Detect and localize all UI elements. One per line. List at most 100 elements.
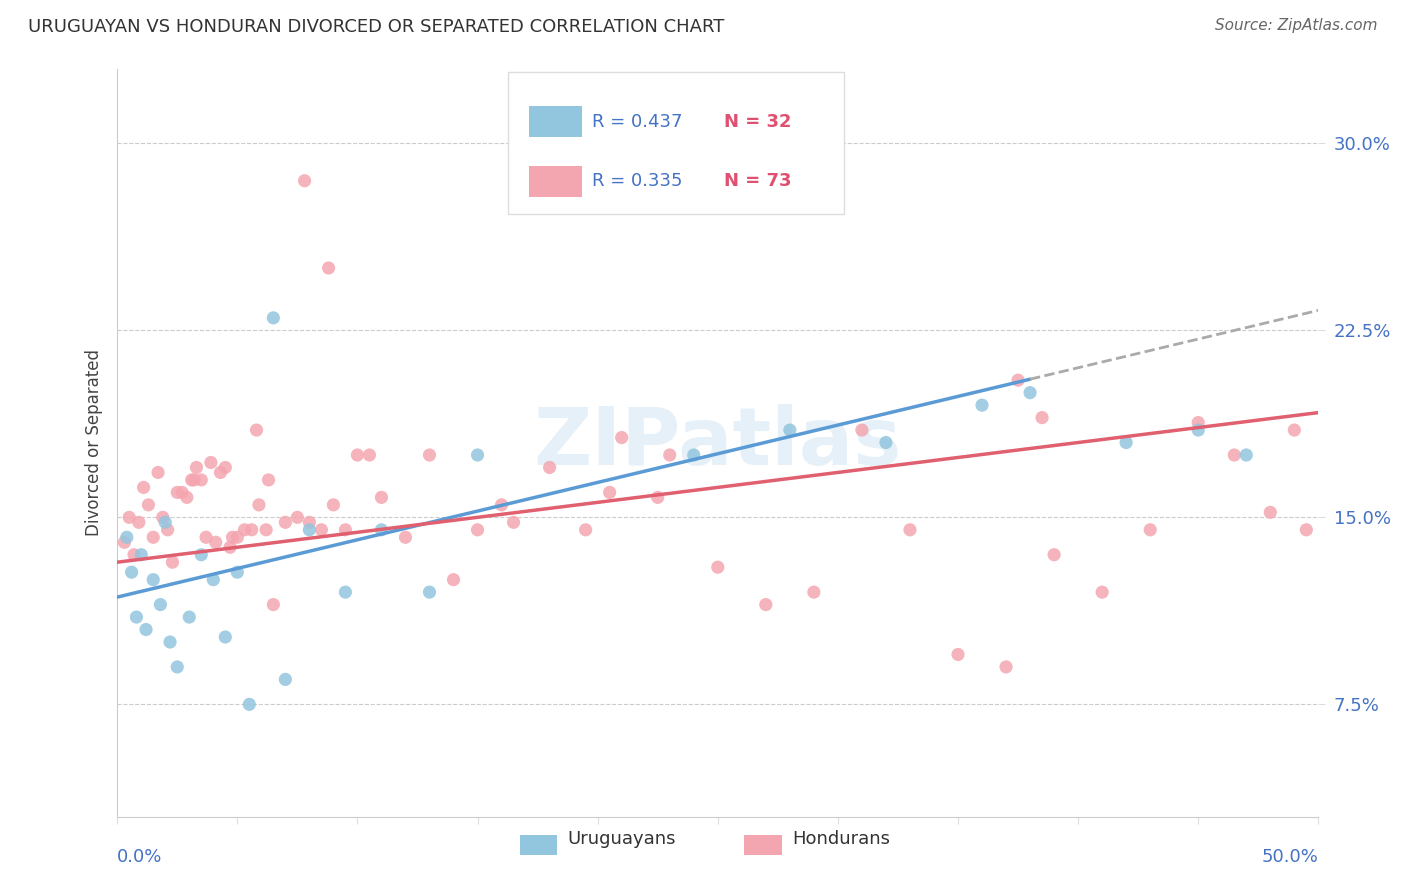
Point: [221, 530, 243, 544]
Point: [1223, 448, 1246, 462]
Point: [202, 573, 225, 587]
Text: Hondurans: Hondurans: [793, 830, 890, 847]
Text: Source: ZipAtlas.com: Source: ZipAtlas.com: [1215, 18, 1378, 33]
Point: [394, 530, 416, 544]
Point: [898, 523, 921, 537]
Point: [190, 473, 212, 487]
Point: [155, 516, 177, 530]
Point: [995, 660, 1018, 674]
Point: [142, 530, 165, 544]
Point: [190, 548, 212, 562]
Point: [233, 523, 256, 537]
Point: [755, 598, 778, 612]
Point: [298, 523, 321, 537]
Point: [179, 610, 201, 624]
Point: [204, 535, 226, 549]
Text: R = 0.437: R = 0.437: [592, 112, 682, 130]
Point: [238, 698, 260, 712]
Point: [1091, 585, 1114, 599]
Point: [1139, 523, 1161, 537]
Point: [219, 541, 242, 555]
Point: [1284, 423, 1306, 437]
Point: [779, 423, 801, 437]
Point: [226, 530, 249, 544]
Text: Uruguayans: Uruguayans: [568, 830, 676, 847]
Text: ZIPatlas: ZIPatlas: [534, 403, 901, 482]
Point: [186, 460, 208, 475]
Point: [138, 498, 160, 512]
Point: [183, 473, 205, 487]
Point: [875, 435, 897, 450]
Point: [162, 555, 184, 569]
Point: [298, 516, 321, 530]
Point: [803, 585, 825, 599]
Point: [1031, 410, 1053, 425]
Point: [658, 448, 681, 462]
Point: [112, 535, 135, 549]
Point: [122, 548, 145, 562]
Point: [247, 498, 270, 512]
Point: [538, 460, 561, 475]
Point: [226, 565, 249, 579]
Point: [491, 498, 513, 512]
Text: URUGUAYAN VS HONDURAN DIVORCED OR SEPARATED CORRELATION CHART: URUGUAYAN VS HONDURAN DIVORCED OR SEPARA…: [28, 18, 724, 36]
Point: [647, 491, 669, 505]
Point: [156, 523, 179, 537]
Point: [146, 466, 169, 480]
Point: [135, 623, 157, 637]
Y-axis label: Divorced or Separated: Divorced or Separated: [86, 349, 103, 536]
Point: [1187, 423, 1209, 437]
Point: [586, 186, 609, 201]
Point: [132, 480, 155, 494]
Text: N = 32: N = 32: [724, 112, 792, 130]
Point: [115, 530, 138, 544]
Text: 0.0%: 0.0%: [117, 847, 163, 866]
Point: [118, 510, 141, 524]
Point: [209, 466, 232, 480]
Point: [1019, 385, 1042, 400]
Point: [610, 431, 633, 445]
Point: [129, 548, 152, 562]
Point: [214, 460, 236, 475]
Point: [257, 473, 280, 487]
Point: [467, 523, 489, 537]
Point: [294, 174, 316, 188]
Point: [970, 398, 993, 412]
Point: [1234, 448, 1257, 462]
Point: [682, 448, 704, 462]
Point: [346, 448, 368, 462]
Point: [599, 485, 621, 500]
Point: [318, 260, 340, 275]
Point: [200, 455, 222, 469]
Point: [262, 310, 284, 325]
Point: [274, 516, 297, 530]
Point: [142, 573, 165, 587]
Point: [170, 485, 193, 500]
Point: [502, 516, 524, 530]
Point: [121, 565, 143, 579]
Point: [359, 448, 381, 462]
Point: [180, 473, 202, 487]
Point: [1115, 435, 1137, 450]
Point: [370, 523, 392, 537]
FancyBboxPatch shape: [508, 72, 844, 214]
Point: [443, 573, 465, 587]
Point: [1043, 548, 1066, 562]
Point: [370, 491, 392, 505]
Point: [166, 660, 188, 674]
Point: [575, 523, 598, 537]
Point: [467, 448, 489, 462]
Point: [285, 510, 308, 524]
Point: [176, 491, 198, 505]
Point: [851, 423, 873, 437]
Point: [195, 530, 218, 544]
Point: [418, 585, 440, 599]
Point: [707, 560, 730, 574]
Point: [262, 598, 284, 612]
Point: [946, 648, 969, 662]
Point: [1187, 416, 1209, 430]
Point: [152, 510, 174, 524]
FancyBboxPatch shape: [529, 106, 582, 137]
Point: [274, 673, 297, 687]
Point: [311, 523, 333, 537]
